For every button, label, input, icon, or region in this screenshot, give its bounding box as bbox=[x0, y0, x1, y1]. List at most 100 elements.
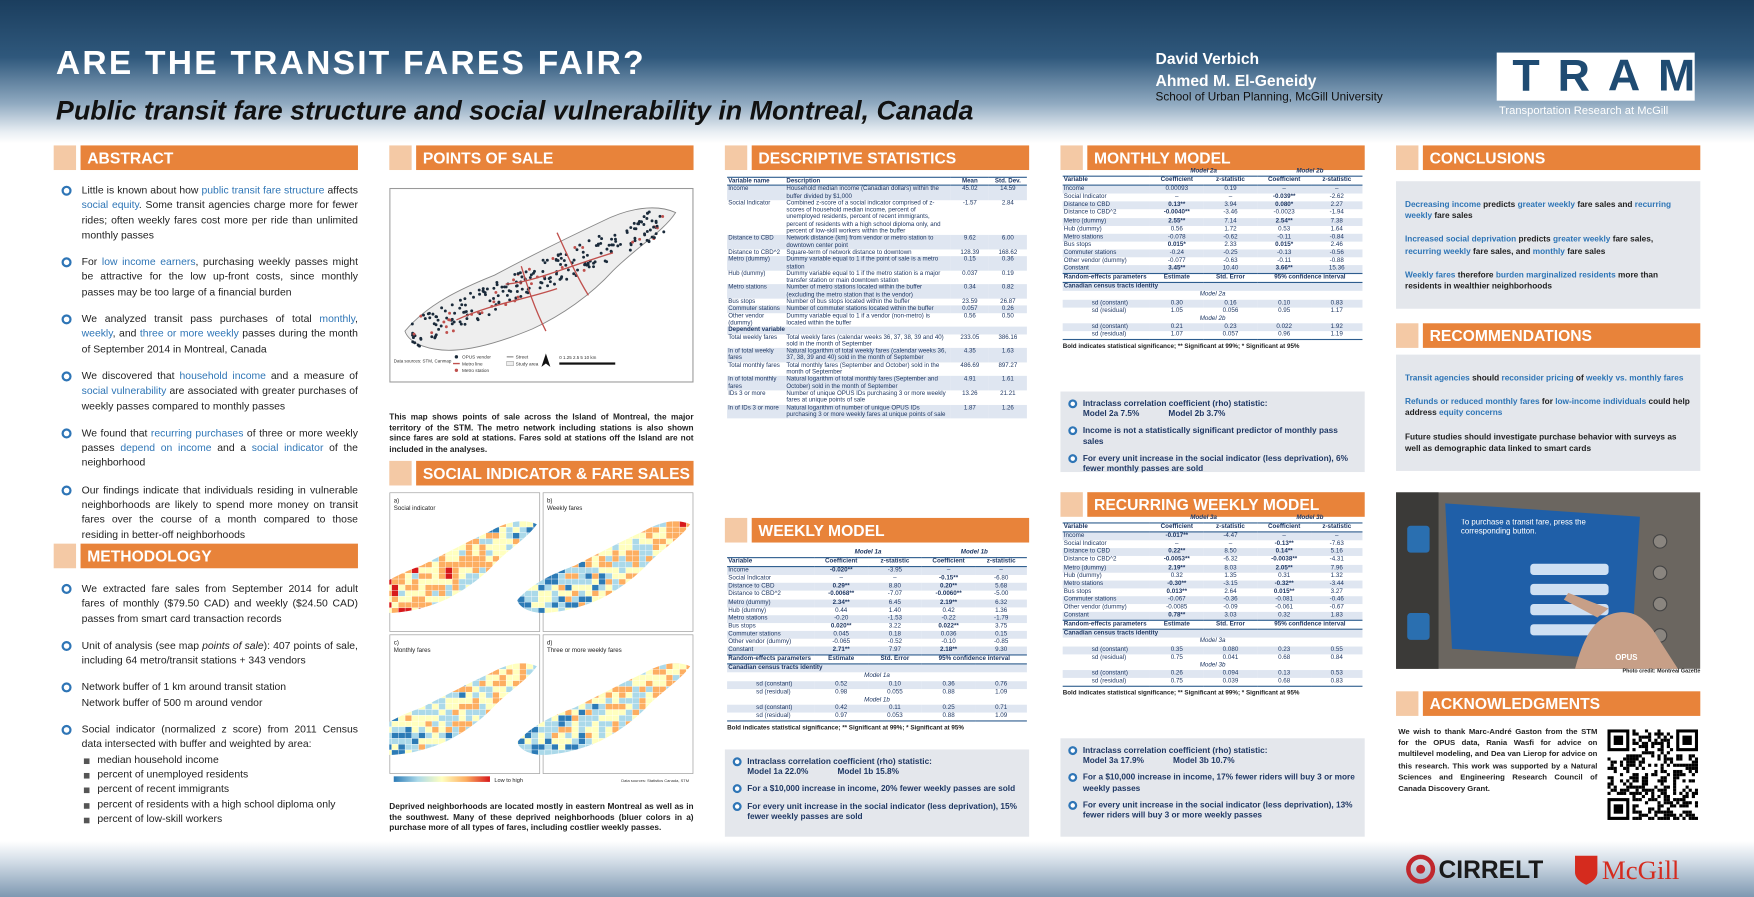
bullet-item: We found that recurring purchases of thr… bbox=[54, 426, 358, 471]
table-cell: Model 3a bbox=[1199, 638, 1226, 645]
map-panel: d)Three or more weekly fares bbox=[516, 634, 694, 774]
qr-module bbox=[1663, 738, 1667, 742]
map-cell bbox=[598, 584, 606, 591]
qr-module bbox=[1641, 744, 1645, 749]
text-run: therefore bbox=[1455, 269, 1496, 280]
table-cell: 3.27 bbox=[1330, 588, 1343, 595]
qr-module bbox=[1663, 757, 1667, 761]
table-row: Distance to CBD Network distance (km) fro… bbox=[727, 235, 1027, 250]
table-cell: 0.83 bbox=[1311, 299, 1363, 308]
table-cell: 0.29** bbox=[814, 583, 869, 592]
qr-module bbox=[1694, 769, 1699, 774]
qr-module bbox=[1648, 732, 1652, 736]
table-cell: Metro stations bbox=[1062, 580, 1150, 589]
table-cell: 386.16 bbox=[998, 333, 1018, 341]
qr-module bbox=[1657, 732, 1661, 736]
table-cell: – bbox=[1228, 193, 1233, 201]
column-header: Random-effects parameters bbox=[1062, 273, 1150, 284]
qr-module bbox=[1679, 773, 1683, 777]
qr-module bbox=[1663, 779, 1667, 783]
vendor-point bbox=[556, 259, 560, 262]
map-cell bbox=[472, 573, 480, 580]
qr-module bbox=[1694, 760, 1699, 764]
legend-label: OPUS vendor bbox=[462, 355, 491, 360]
vendor-point bbox=[427, 311, 431, 315]
map-cell bbox=[445, 720, 453, 728]
map-cell bbox=[639, 538, 647, 545]
map-cell bbox=[472, 538, 480, 545]
table-cell: -0.0040** bbox=[1163, 209, 1190, 217]
table-cell: Number of commuter stations located with… bbox=[785, 305, 951, 313]
table-cell: 0.14** bbox=[1257, 548, 1312, 557]
table-cell: Network distance (km) from vendor or met… bbox=[785, 235, 951, 250]
qr-module bbox=[1657, 816, 1661, 820]
machine-side bbox=[1396, 492, 1439, 669]
highlight: monthly bbox=[1532, 245, 1565, 256]
table-row: sd (constant) 0.35 0.080 0.23 0.55 bbox=[1062, 646, 1363, 654]
header-square bbox=[53, 145, 77, 171]
table-row: Distance to CBD^2 -0.0053** -6.32 -0.0038**… bbox=[1063, 556, 1363, 564]
table-cell: sd (constant) bbox=[727, 704, 815, 713]
table-cell: Metro stations bbox=[727, 614, 815, 623]
map-cell bbox=[472, 544, 480, 551]
text-run: We analyzed transit pass purchases of to… bbox=[81, 313, 320, 325]
map-cell bbox=[639, 697, 647, 704]
panel-title: Weekly fares bbox=[547, 505, 582, 512]
table-cell: 0.50 bbox=[1001, 312, 1014, 320]
table-row: Income 0.00093 0.19– – bbox=[1062, 185, 1363, 194]
qr-module bbox=[1648, 763, 1652, 767]
map-cell bbox=[438, 726, 446, 733]
map-cell bbox=[389, 601, 392, 609]
legend-symbol bbox=[506, 361, 514, 367]
column-header: z-statistic bbox=[1311, 175, 1363, 186]
bullet-item: Social indicator (normalized z score) fr… bbox=[54, 723, 358, 827]
qr-module bbox=[1663, 816, 1667, 820]
cirrelt-swirl bbox=[1406, 854, 1436, 884]
vendor-point bbox=[647, 240, 651, 244]
group-header: Model 3a bbox=[1149, 514, 1258, 524]
table-cell: 13.26 bbox=[962, 390, 978, 398]
qr-module bbox=[1682, 816, 1686, 820]
qr-module bbox=[1682, 810, 1686, 814]
qr-module bbox=[1688, 763, 1692, 767]
map-cell bbox=[445, 697, 453, 704]
map-cell bbox=[479, 550, 487, 557]
table-cell: -1.57 bbox=[962, 200, 977, 207]
qr-module bbox=[1610, 760, 1614, 764]
map-cell bbox=[598, 732, 606, 739]
table-cell: 8.50 bbox=[1203, 548, 1258, 557]
qr-module bbox=[1660, 748, 1664, 752]
table-cell: – bbox=[1311, 532, 1363, 541]
map-cell bbox=[418, 567, 426, 574]
column-header: Std. Error bbox=[1203, 619, 1258, 631]
qr-module bbox=[1654, 813, 1658, 817]
table-cell: -1.94 bbox=[1329, 209, 1344, 217]
map-cell bbox=[571, 720, 579, 728]
map-cell bbox=[458, 703, 466, 710]
qr-module bbox=[1641, 757, 1645, 761]
qr-module bbox=[1613, 766, 1617, 770]
map-cell bbox=[445, 567, 453, 574]
map-cell bbox=[425, 596, 433, 603]
map-cell bbox=[605, 578, 613, 585]
qr-module bbox=[1666, 757, 1670, 761]
map-cell bbox=[411, 715, 419, 722]
table-cell: Combined z-score of a social indicator c… bbox=[786, 200, 941, 235]
vendor-point bbox=[487, 313, 491, 317]
qr-module bbox=[1638, 735, 1642, 739]
vendor-point bbox=[411, 336, 415, 340]
map-cell bbox=[591, 720, 599, 728]
table-row: Income -0.017** -4.47– – bbox=[1062, 532, 1363, 541]
table-cell: -0.0023 bbox=[1273, 209, 1295, 217]
table-cell: – bbox=[1257, 532, 1312, 541]
table-cell: -1.79 bbox=[975, 614, 1027, 623]
map-cell bbox=[418, 715, 426, 722]
map-cell bbox=[564, 738, 572, 745]
map-cell bbox=[564, 578, 572, 585]
table-cell: -2.62 bbox=[1329, 193, 1344, 201]
map-cell bbox=[665, 526, 673, 534]
map-cell bbox=[418, 590, 426, 597]
table-cell: 7.96 bbox=[1311, 564, 1363, 573]
table-row: Distance to CBD^2 -0.0068** -7.07 -0.0060**… bbox=[727, 591, 1027, 599]
map-cell bbox=[452, 720, 460, 728]
